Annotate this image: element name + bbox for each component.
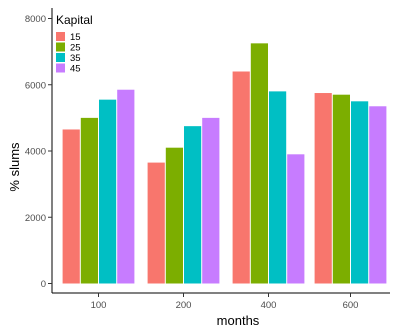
legend-key-15 [56,32,65,41]
bar-100-35 [99,99,117,284]
bar-600-25 [332,94,350,284]
legend-label-45: 45 [70,64,81,75]
y-tick-label: 6000 [25,80,46,91]
y-ticks: 0 2000 4000 6000 8000 [25,14,52,290]
bar-100-25 [80,117,98,284]
bar-200-15 [147,162,165,284]
bar-400-15 [232,71,250,284]
bar-400-35 [269,91,287,284]
x-tick-label: 400 [261,300,277,311]
bar-600-45 [369,106,387,284]
bar-200-35 [184,126,202,284]
bar-100-45 [117,89,135,284]
legend-key-45 [56,63,65,73]
x-tick-label: 600 [343,300,359,311]
legend-title: Kapital [56,13,93,27]
x-tick-label: 200 [176,300,192,311]
bar-100-15 [62,129,80,284]
bar-400-45 [287,154,305,284]
x-ticks: 100 200 400 600 [91,293,359,311]
y-axis-title: % slums [7,142,22,192]
legend-label-35: 35 [70,53,81,64]
x-tick-label: 100 [91,300,107,311]
y-tick-label: 8000 [25,14,46,25]
bar-200-45 [202,117,220,284]
legend-label-15: 15 [70,32,81,43]
legend-key-35 [56,53,65,62]
y-tick-label: 2000 [25,213,46,224]
x-axis-title: months [217,313,260,328]
y-tick-label: 0 [41,279,46,290]
y-tick-label: 4000 [25,147,46,158]
bar-200-25 [165,147,183,284]
legend-label-25: 25 [70,43,81,54]
legend-key-25 [56,42,65,52]
bar-600-15 [314,93,332,284]
bar-600-35 [351,101,369,284]
bars-layer [62,43,387,284]
bar-400-25 [250,43,268,284]
